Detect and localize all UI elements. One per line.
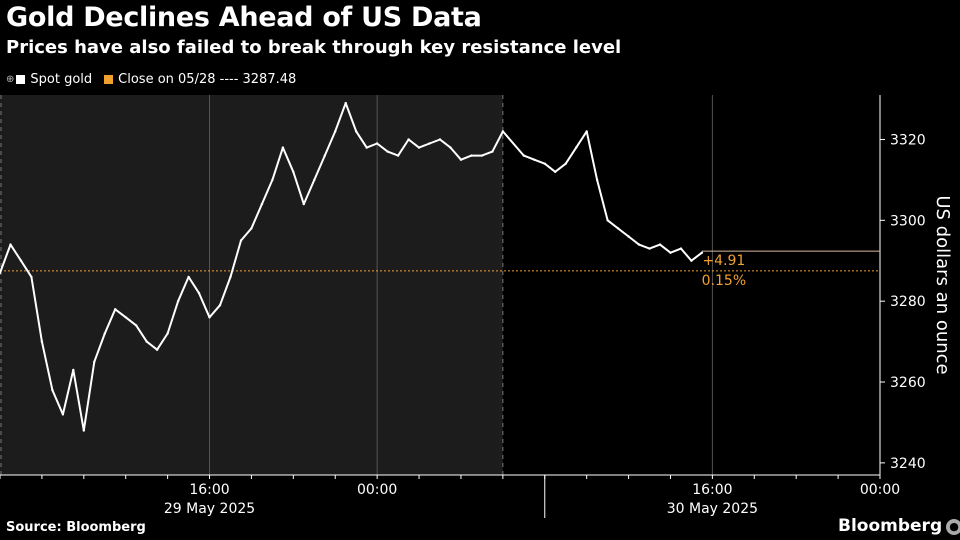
data-point: [417, 146, 421, 149]
y-tick-label-1: 3260: [890, 375, 926, 391]
data-point: [9, 243, 12, 246]
data-point: [334, 130, 337, 133]
data-point: [543, 162, 546, 165]
data-point: [218, 304, 222, 307]
legend-swatch-spot-gold: [16, 75, 26, 84]
data-point: [313, 178, 316, 182]
data-point: [135, 324, 138, 327]
data-point: [124, 316, 127, 319]
data-point: [428, 142, 431, 145]
data-point: [533, 158, 536, 161]
data-point: [302, 202, 305, 206]
data-point: [585, 130, 588, 133]
data-point: [166, 332, 169, 335]
globe-icon: ●: [946, 519, 960, 535]
pin-icon: ⊕: [6, 74, 15, 85]
data-point: [323, 154, 326, 157]
data-point: [40, 340, 44, 343]
data-point: [103, 332, 107, 335]
brand-name: Bloomberg: [838, 516, 943, 536]
legend-item-close: Close on 05/28 ---- 3287.48: [104, 72, 296, 87]
data-point: [554, 170, 557, 173]
data-point: [449, 146, 452, 149]
data-point: [250, 227, 253, 230]
legend-item-spot-gold: ⊕ Spot gold: [6, 72, 92, 87]
data-point: [208, 316, 211, 319]
data-point: [271, 178, 274, 182]
data-point: [145, 340, 148, 343]
legend-label-close: Close on 05/28 ---- 3287.48: [118, 72, 297, 87]
chart-title: Gold Declines Ahead of US Data: [6, 2, 482, 33]
y-axis-label: US dollars an ounce: [932, 195, 953, 374]
x-tick-label-3: 00:00: [860, 482, 900, 498]
data-point: [658, 243, 662, 246]
data-point: [229, 275, 232, 279]
data-point: [355, 130, 358, 133]
data-point: [438, 138, 442, 141]
y-tick-label-4: 3320: [890, 132, 926, 148]
x-tick-label-0: 16:00: [189, 482, 229, 498]
shaded-region: [0, 95, 503, 475]
data-point: [637, 243, 641, 246]
data-point: [480, 154, 484, 157]
chart-subtitle: Prices have also failed to break through…: [6, 37, 622, 58]
source-note: Source: Bloomberg: [6, 520, 146, 535]
data-point: [30, 275, 33, 279]
data-point: [606, 219, 609, 222]
data-point: [51, 388, 54, 392]
data-point: [595, 178, 599, 182]
x-date-label-0: 29 May 2025: [164, 501, 255, 517]
data-point: [459, 158, 463, 161]
data-point: [61, 413, 65, 416]
y-tick-label-2: 3280: [890, 294, 926, 310]
data-point: [470, 154, 473, 157]
x-tick-label-2: 16:00: [692, 482, 732, 498]
data-point: [187, 275, 190, 279]
percent-annotation: 0.15%: [702, 273, 746, 289]
data-point: [344, 101, 347, 105]
data-point: [72, 368, 75, 372]
data-point: [82, 429, 86, 432]
data-point: [679, 247, 683, 250]
legend: ⊕ Spot gold Close on 05/28 ---- 3287.48: [6, 72, 308, 87]
data-point: [501, 130, 505, 133]
y-tick-label-0: 3240: [890, 456, 926, 472]
data-point: [0, 271, 2, 275]
data-point: [522, 154, 525, 157]
data-point: [700, 251, 704, 254]
data-point: [93, 360, 96, 363]
y-tick-label-3: 3300: [890, 213, 926, 229]
data-point: [114, 308, 117, 311]
data-point: [616, 227, 620, 230]
x-date-label-1: 30 May 2025: [667, 501, 758, 517]
data-point: [281, 146, 285, 149]
data-point: [575, 146, 578, 149]
data-point: [386, 150, 389, 153]
data-point: [627, 235, 630, 238]
data-point: [239, 239, 243, 242]
data-point: [669, 251, 672, 254]
data-point: [292, 170, 295, 173]
data-point: [491, 150, 494, 153]
data-point: [365, 146, 368, 149]
data-point: [375, 142, 379, 145]
data-point: [690, 259, 693, 262]
data-point: [648, 247, 651, 250]
data-point: [197, 291, 201, 295]
x-tick-label-1: 00:00: [357, 482, 397, 498]
data-point: [396, 154, 400, 157]
data-point: [564, 162, 567, 165]
legend-swatch-close: [104, 75, 114, 84]
data-point: [407, 138, 410, 141]
data-point: [155, 348, 159, 351]
legend-label-spot-gold: Spot gold: [30, 72, 93, 87]
change-annotation: +4.91: [702, 253, 745, 269]
data-point: [260, 202, 264, 206]
brand-logo: Bloomberg ●: [838, 516, 960, 536]
data-point: [176, 300, 180, 303]
data-point: [19, 259, 23, 262]
